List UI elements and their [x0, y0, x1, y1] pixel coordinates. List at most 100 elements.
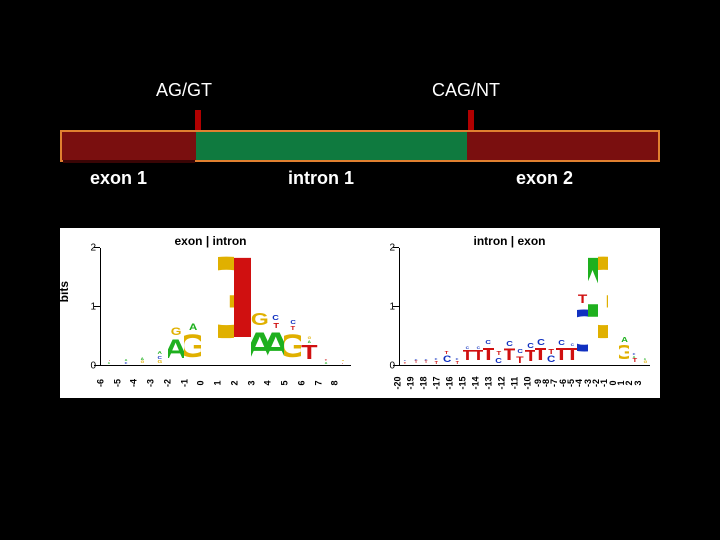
- y-tick: 0: [90, 361, 96, 372]
- logo-column: CT: [463, 248, 473, 365]
- logo-letter-T: T: [556, 347, 566, 365]
- donor-logo-panel: exon | intron bits 012 TAACAGACGGAAGGTGA…: [66, 234, 355, 392]
- logo-letter-G: G: [157, 360, 162, 365]
- region-label: exon 1: [90, 168, 147, 189]
- logo-letter-T: T: [342, 363, 344, 365]
- logo-letter-T: T: [404, 362, 406, 365]
- logo-letter-G: G: [218, 250, 235, 365]
- logo-letter-A: A: [168, 338, 185, 365]
- logo-column: CT: [515, 248, 525, 365]
- logo-column: CT: [421, 248, 431, 365]
- logo-letter-T: T: [632, 359, 637, 365]
- logo-column: CT: [525, 248, 535, 365]
- logo-column: CT: [556, 248, 566, 365]
- logo-column: TC: [577, 248, 587, 365]
- sequence-logos: exon | intron bits 012 TAACAGACGGAAGGTGA…: [60, 228, 660, 398]
- logo-column: A: [588, 248, 598, 365]
- donor-logo-title: exon | intron: [174, 234, 246, 248]
- logo-column: AC: [118, 248, 135, 365]
- logo-letter-A: A: [268, 330, 285, 365]
- splice-site-label: CAG/NT: [432, 80, 500, 101]
- splice-site-label: AG/GT: [156, 80, 212, 101]
- splice-tick-row: [60, 110, 660, 130]
- region-labels: exon 1intron 1exon 2: [60, 168, 660, 198]
- logo-column: CTA: [268, 248, 285, 365]
- logo-letter-T: T: [301, 344, 317, 365]
- acceptor-x-axis: -20-19-18-17-16-15-14-13-12-11-10-9-8-7-…: [399, 366, 650, 392]
- logo-letter-G: G: [619, 344, 629, 365]
- logo-letter-A: A: [251, 330, 268, 365]
- logo-letter-T: T: [456, 361, 459, 365]
- logo-letter-T: T: [234, 250, 251, 365]
- gene-bar: [60, 130, 660, 162]
- logo-column: CTG: [284, 248, 301, 365]
- logo-column: CT: [535, 248, 545, 365]
- y-tick: 2: [389, 243, 395, 254]
- logo-letter-G: G: [141, 361, 145, 365]
- logo-column: G: [218, 248, 235, 365]
- region-label: exon 2: [516, 168, 573, 189]
- logo-letter-C: C: [125, 362, 128, 365]
- y-tick: 1: [389, 302, 395, 313]
- logo-letter-T: T: [504, 348, 514, 365]
- logo-letter-G: G: [643, 361, 647, 365]
- logo-column: CT: [452, 248, 462, 365]
- logo-column: ACG: [151, 248, 168, 365]
- logo-letter-T: T: [567, 347, 577, 365]
- y-axis-left: 012: [78, 248, 98, 366]
- logo-column: CT: [473, 248, 483, 365]
- splice-tick: [195, 110, 201, 130]
- logo-letter-A: A: [325, 362, 328, 365]
- logo-column: CT: [400, 248, 410, 365]
- x-tick: 3: [633, 379, 659, 387]
- logo-column: [201, 248, 218, 365]
- logo-column: [608, 248, 618, 365]
- x-tick: 8: [330, 375, 356, 392]
- donor-logo-plot: TAACAGACGGAAGGTGACTACTGGATTAGT: [100, 248, 351, 366]
- logo-letter-T: T: [525, 350, 535, 365]
- logo-column: AG: [640, 248, 650, 365]
- logo-letter-A: A: [108, 363, 110, 365]
- splice-tick: [468, 110, 474, 130]
- logo-column: GT: [334, 248, 351, 365]
- logo-column: TA: [318, 248, 335, 365]
- logo-column: CT: [410, 248, 420, 365]
- logo-column: T: [234, 248, 251, 365]
- logo-column: AG: [134, 248, 151, 365]
- logo-column: CAT: [629, 248, 639, 365]
- logo-letter-T: T: [535, 347, 545, 365]
- logo-column: GAT: [301, 248, 318, 365]
- acceptor-logo-panel: intron | exon 012 CTCTCTCTTCCTCTCTCTTCCT…: [365, 234, 654, 392]
- logo-column: GA: [168, 248, 185, 365]
- exon-segment: [467, 132, 658, 160]
- logo-letter-G: G: [284, 333, 301, 365]
- logo-column: TC: [442, 248, 452, 365]
- logo-column: CT: [504, 248, 514, 365]
- logo-column: GA: [251, 248, 268, 365]
- logo-column: AG: [184, 248, 201, 365]
- logo-letter-T: T: [435, 361, 438, 365]
- logo-letter-C: C: [547, 356, 555, 365]
- logo-letter-T: T: [414, 361, 417, 365]
- exon-segment: [62, 132, 196, 160]
- logo-column: G: [598, 248, 608, 365]
- y-tick: 0: [389, 361, 395, 372]
- donor-acceptor-labels: AG/GT CAG/NT: [60, 80, 660, 110]
- logo-column: CT: [567, 248, 577, 365]
- acceptor-logo-title: intron | exon: [473, 234, 545, 248]
- logo-letter-T: T: [483, 347, 493, 365]
- acceptor-logo-plot: CTCTCTCTTCCTCTCTCTTCCTCTCTCTTCCTCTTCAGAG…: [399, 248, 650, 366]
- logo-letter-C: C: [496, 358, 503, 365]
- logo-letter-G: G: [184, 333, 201, 365]
- y-tick: 2: [90, 243, 96, 254]
- logo-letter-T: T: [516, 356, 523, 365]
- logo-letter-T: T: [473, 350, 483, 365]
- y-axis-right: 012: [377, 248, 397, 366]
- logo-letter-C: C: [443, 356, 451, 365]
- y-axis-label: bits: [57, 281, 71, 302]
- logo-column: TC: [494, 248, 504, 365]
- logo-column: CT: [483, 248, 493, 365]
- logo-column: TA: [101, 248, 118, 365]
- logo-letter-T: T: [463, 350, 473, 365]
- donor-x-axis: -6-5-4-3-2-1012345678: [100, 366, 351, 392]
